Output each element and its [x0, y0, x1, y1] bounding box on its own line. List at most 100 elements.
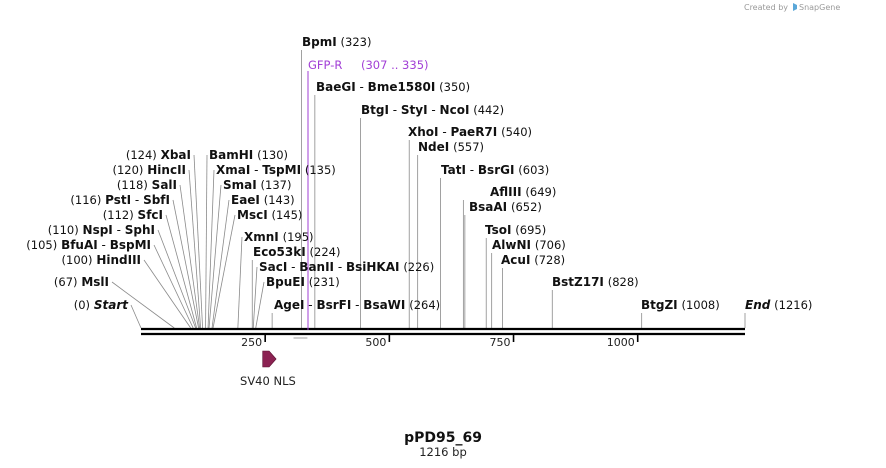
- site-leader: [165, 214, 198, 329]
- enzyme-name: SmaI: [223, 178, 257, 192]
- site-label-xmai-tspmi[interactable]: XmaI - TspMI (135): [216, 163, 336, 177]
- site-label-bsaai[interactable]: BsaAI (652): [469, 200, 542, 214]
- enzyme-name: NdeI: [418, 140, 449, 154]
- site-position: (135): [305, 163, 336, 177]
- site-label-psti-sbfi[interactable]: (116) PstI - SbfI: [70, 193, 170, 207]
- site-label-msli[interactable]: (67) MslI: [54, 275, 109, 289]
- site-leader: [208, 184, 222, 329]
- snapgene-logo-icon: [793, 3, 797, 11]
- site-label-nspi-sphi[interactable]: (110) NspI - SphI: [48, 223, 155, 237]
- enzyme-name: StyI: [401, 103, 428, 117]
- site-label-sali[interactable]: (118) SalI: [117, 178, 177, 192]
- enzyme-name: NspI: [83, 223, 113, 237]
- restriction-site-labels: BpmI (323) BaeGI - Bme1580I (350) BtgI - S…: [26, 35, 812, 312]
- site-position: (350): [439, 80, 470, 94]
- enzyme-name: SalI: [152, 178, 177, 192]
- enzyme-name: BaeGI: [316, 80, 356, 94]
- site-label-bpuei[interactable]: BpuEI (231): [266, 275, 340, 289]
- site-position: (652): [511, 200, 542, 214]
- enzyme-name: Start: [94, 298, 129, 312]
- site-label-xmni[interactable]: XmnI (195): [244, 230, 314, 244]
- site-label-tsoi[interactable]: TsoI (695): [485, 223, 546, 237]
- enzyme-name: TspMI: [262, 163, 301, 177]
- site-position: (323): [341, 35, 372, 49]
- site-label-agei-bsrfi-bsawi[interactable]: AgeI - BsrFI - BsaWI (264): [274, 298, 440, 312]
- site-position: (649): [525, 185, 556, 199]
- enzyme-name: BamHI: [209, 148, 253, 162]
- enzyme-name: BpuEI: [266, 275, 305, 289]
- enzyme-name: BspMI: [110, 238, 151, 252]
- site-label-bpmi[interactable]: BpmI (323): [302, 35, 371, 49]
- site-label-baegi-bme1580i[interactable]: BaeGI - Bme1580I (350): [316, 80, 470, 94]
- site-label-hindiii[interactable]: (100) HindIII: [62, 253, 141, 267]
- enzyme-name: XmaI: [216, 163, 250, 177]
- site-label-btgzi[interactable]: BtgZI (1008): [641, 298, 720, 312]
- site-position: (110): [48, 223, 79, 237]
- site-position: (706): [535, 238, 566, 252]
- site-label-afliii[interactable]: AflIII (649): [490, 185, 556, 199]
- primer-gfp-r[interactable]: GFP-R (307 .. 335): [293, 58, 429, 339]
- tick-label: 750: [490, 336, 511, 349]
- enzyme-name: XbaI: [161, 148, 191, 162]
- site-label-smai[interactable]: SmaI (137): [223, 178, 291, 192]
- site-leader-lines: [111, 50, 746, 329]
- site-label-bstz17i[interactable]: BstZ17I (828): [552, 275, 639, 289]
- site-position: (137): [261, 178, 292, 192]
- plasmid-name: pPD95_69: [404, 430, 482, 446]
- feature-sv40-nls[interactable]: SV40 NLS: [240, 350, 296, 388]
- site-label-saci-banii-bsihkai[interactable]: SacI - BanII - BsiHKAI (226): [259, 260, 434, 274]
- site-position: (67): [54, 275, 78, 289]
- enzyme-name: Eco53kI: [253, 245, 306, 259]
- site-label-start[interactable]: (0) Start: [74, 298, 130, 312]
- site-position: (195): [283, 230, 314, 244]
- plasmid-length: 1216 bp: [419, 445, 467, 459]
- site-label-tati-bsrgi[interactable]: TatI - BsrGI (603): [441, 163, 549, 177]
- site-label-ndei[interactable]: NdeI (557): [418, 140, 484, 154]
- site-label-bamhi[interactable]: BamHI (130): [209, 148, 288, 162]
- site-position: (124): [126, 148, 157, 162]
- axis-ticks: 250 500 750 1000: [241, 335, 639, 349]
- snapgene-credit: Created by SnapGene: [744, 3, 840, 12]
- site-position: (603): [518, 163, 549, 177]
- site-leader: [111, 281, 175, 329]
- site-position: (557): [453, 140, 484, 154]
- feature-arrow-icon[interactable]: [262, 350, 277, 368]
- site-position: (540): [501, 125, 532, 139]
- site-label-eco53ki[interactable]: Eco53kI (224): [253, 245, 340, 259]
- enzyme-name: SacI: [259, 260, 287, 274]
- site-position: (112): [103, 208, 134, 222]
- site-label-acui[interactable]: AcuI (728): [501, 253, 565, 267]
- site-label-eaei[interactable]: EaeI (143): [231, 193, 295, 207]
- enzyme-name: NcoI: [440, 103, 470, 117]
- site-label-end[interactable]: End (1216): [745, 298, 812, 312]
- site-label-msci[interactable]: MscI (145): [237, 208, 302, 222]
- primer-name[interactable]: GFP-R: [308, 58, 342, 72]
- site-label-xbai[interactable]: (124) XbaI: [126, 148, 191, 162]
- site-position: (100): [62, 253, 93, 267]
- site-label-xhoi-paer7i[interactable]: XhoI - PaeR7I (540): [408, 125, 532, 139]
- site-position: (130): [257, 148, 288, 162]
- enzyme-name: TsoI: [485, 223, 511, 237]
- enzyme-name: BtgI: [361, 103, 389, 117]
- site-position: (120): [112, 163, 143, 177]
- enzyme-name: BsaWI: [363, 298, 405, 312]
- enzyme-name: EaeI: [231, 193, 260, 207]
- site-label-btgi-styi-ncoi[interactable]: BtgI - StyI - NcoI (442): [361, 103, 504, 117]
- enzyme-name: MslI: [81, 275, 109, 289]
- site-label-sfci[interactable]: (112) SfcI: [103, 208, 163, 222]
- site-label-bfuai-bspmi[interactable]: (105) BfuAI - BspMI: [26, 238, 151, 252]
- tick-label: 250: [241, 336, 262, 349]
- enzyme-name: SbfI: [143, 193, 170, 207]
- enzyme-name: TatI: [441, 163, 466, 177]
- site-leader: [143, 259, 192, 329]
- enzyme-name: BpmI: [302, 35, 337, 49]
- site-label-hincii[interactable]: (120) HincII: [112, 163, 186, 177]
- site-label-alwni[interactable]: AlwNI (706): [492, 238, 566, 252]
- enzyme-name: SfcI: [138, 208, 163, 222]
- enzyme-name: XhoI: [408, 125, 439, 139]
- site-leader: [207, 169, 215, 329]
- site-position: (728): [534, 253, 565, 267]
- enzyme-name: BsaAI: [469, 200, 507, 214]
- site-leader: [130, 304, 142, 329]
